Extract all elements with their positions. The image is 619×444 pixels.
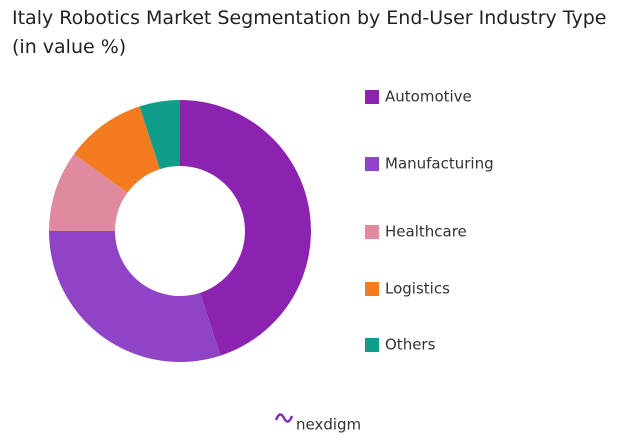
- logo-icon: [274, 413, 294, 423]
- legend-label: Manufacturing: [385, 155, 494, 173]
- legend-swatch: [365, 282, 379, 296]
- donut-slice: [49, 231, 221, 363]
- donut-slice: [139, 100, 180, 170]
- logo-text: nexdigm: [296, 416, 361, 434]
- legend-swatch: [365, 157, 379, 171]
- legend-label: Others: [385, 336, 436, 354]
- donut-slice: [180, 100, 311, 356]
- chart-title: Italy Robotics Market Segmentation by En…: [12, 7, 607, 58]
- legend-label: Automotive: [385, 88, 472, 106]
- legend-swatch: [365, 90, 379, 104]
- legend-swatch: [365, 225, 379, 239]
- legend-swatch: [365, 338, 379, 352]
- donut-slice: [74, 106, 160, 193]
- donut-slice: [49, 154, 128, 231]
- legend-label: Healthcare: [385, 223, 467, 241]
- legend-label: Logistics: [385, 280, 450, 298]
